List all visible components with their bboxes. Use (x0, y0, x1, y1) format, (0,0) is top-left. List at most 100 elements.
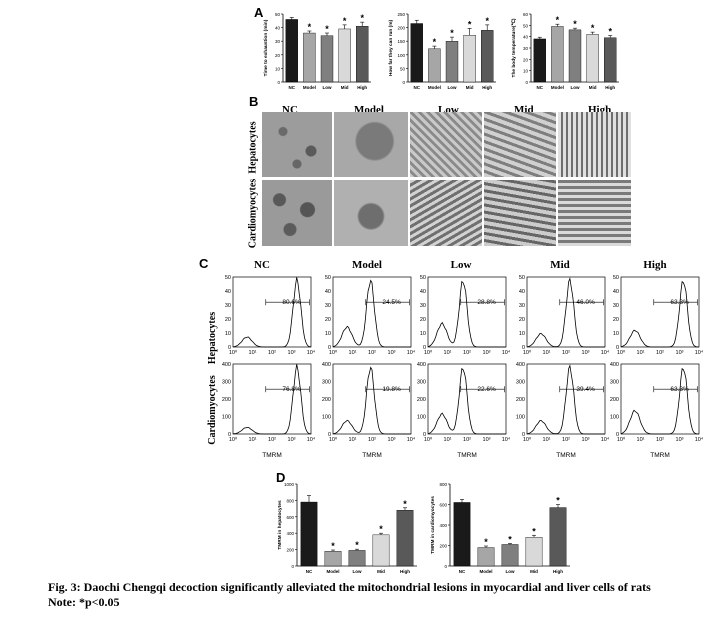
bar (525, 537, 543, 567)
y-tick-label: 400 (417, 362, 426, 368)
bar (481, 30, 494, 83)
micrograph-hepatocytes-low (410, 112, 482, 177)
x-tick-label: 10⁴ (695, 436, 704, 443)
y-tick-label: 40 (523, 35, 529, 40)
y-tick-label: 300 (516, 380, 525, 386)
y-tick-label: 100 (322, 415, 331, 421)
y-tick-label: 100 (397, 53, 405, 58)
x-tick-label: 10¹ (543, 437, 551, 443)
significance-marker: * (468, 19, 472, 29)
x-tick-label: 10¹ (444, 350, 452, 356)
x-tick-label: Model (428, 85, 441, 90)
x-tick-label: 10³ (288, 350, 296, 356)
flow-row-label-cardiomyocytes: Cardiomyocytes (207, 375, 218, 445)
y-tick-label: 60 (523, 12, 529, 17)
y-axis-label: TMRM in cardiomyocytes (430, 496, 436, 554)
x-tick-label: 10² (562, 437, 570, 443)
x-tick-label: Mid (589, 85, 597, 90)
bar (338, 28, 351, 83)
significance-marker: * (355, 540, 359, 550)
x-tick-label: 10³ (483, 437, 491, 443)
bar (396, 510, 414, 567)
x-tick-label: NC (459, 569, 466, 574)
y-tick-label: 200 (417, 397, 426, 403)
x-tick-label: 10³ (676, 437, 684, 443)
x-tick-label: NC (414, 85, 421, 90)
y-tick-label: 300 (610, 380, 619, 386)
y-tick-label: 50 (523, 23, 529, 28)
x-tick-label: 10⁰ (229, 436, 238, 443)
y-tick-label: 600 (286, 515, 294, 520)
plot-frame (232, 363, 312, 435)
y-tick-label: 50 (519, 275, 525, 281)
y-tick-label: 800 (439, 482, 447, 487)
x-tick-label: 10¹ (249, 437, 257, 443)
y-tick-label: 0 (522, 432, 525, 438)
flow-header-mid: Mid (550, 259, 570, 271)
significance-marker: * (556, 15, 560, 25)
x-tick-label: 10³ (388, 350, 396, 356)
x-tick-label: 10² (463, 437, 471, 443)
y-tick-label: 200 (397, 26, 405, 31)
bar (477, 547, 495, 567)
x-tick-label: 10⁰ (617, 436, 626, 443)
y-tick-label: 300 (222, 380, 231, 386)
significance-marker: * (433, 37, 437, 47)
y-tick-label: 30 (523, 46, 529, 51)
x-tick-label: 10¹ (444, 437, 452, 443)
x-tick-label: Model (480, 569, 493, 574)
flow-header-low: Low (451, 259, 472, 271)
panel-letter-c: C (199, 256, 209, 271)
flow-plot-hepatocytes: 0 10 20 30 40 50 10⁰ 10¹ 10² 10³ 10⁴ 28.8% (420, 275, 511, 356)
x-tick-label: NC (537, 85, 544, 90)
y-tick-label: 30 (613, 303, 619, 309)
micrograph-hepatocytes-model (334, 112, 408, 177)
significance-marker: * (532, 526, 536, 536)
bar (285, 19, 298, 83)
y-tick-label: 40 (225, 289, 231, 295)
y-tick-label: 0 (277, 80, 280, 85)
y-tick-label: 40 (275, 26, 281, 31)
significance-marker: * (573, 19, 577, 29)
micrograph-hepatocytes-nc (262, 112, 332, 177)
x-tick-label: 10² (656, 437, 664, 443)
y-tick-label: 50 (225, 275, 231, 281)
y-tick-label: 800 (286, 498, 294, 503)
x-tick-label: 10⁴ (407, 349, 416, 356)
micrograph-cardiomyocytes-model (334, 180, 408, 246)
y-tick-label: 400 (322, 362, 331, 368)
y-tick-label: 0 (291, 564, 294, 569)
x-tick-label: 10⁰ (329, 436, 338, 443)
y-tick-label: 400 (222, 362, 231, 368)
histogram-line (526, 277, 605, 348)
micrograph-cardiomyocytes-nc (262, 180, 332, 246)
y-tick-label: 30 (225, 303, 231, 309)
bar (372, 534, 390, 567)
x-tick-label: 10² (562, 350, 570, 356)
bar (348, 550, 366, 567)
y-tick-label: 600 (439, 503, 447, 508)
flow-plot-cardiomyocytes: 0 100 200 300 400 10⁰ 10¹ 10² 10³ 10⁴ 22.6% (417, 362, 511, 443)
flow-plot-cardiomyocytes: 0 100 200 300 400 10⁰ 10¹ 10² 10³ 10⁴ 19.8% (322, 362, 416, 443)
y-tick-label: 10 (420, 331, 426, 337)
x-tick-label: Model (551, 85, 564, 90)
y-tick-label: 20 (420, 317, 426, 323)
gate-percent-label: 80.6% (282, 299, 301, 306)
x-tick-label: 10⁰ (424, 436, 433, 443)
bar (551, 26, 564, 83)
x-tick-label: 10³ (288, 437, 296, 443)
x-tick-label: 10⁴ (601, 349, 610, 356)
x-tick-label: 10³ (388, 437, 396, 443)
x-tick-label: High (605, 85, 615, 90)
x-tick-label: 10⁴ (307, 436, 316, 443)
x-tick-label: 10¹ (637, 437, 645, 443)
x-tick-label: 10⁴ (502, 436, 511, 443)
plot-frame (526, 363, 606, 435)
y-tick-label: 10 (325, 331, 331, 337)
bar (410, 23, 423, 83)
x-tick-label: 10⁰ (229, 349, 238, 356)
bar (549, 507, 567, 567)
y-tick-label: 20 (523, 57, 529, 62)
